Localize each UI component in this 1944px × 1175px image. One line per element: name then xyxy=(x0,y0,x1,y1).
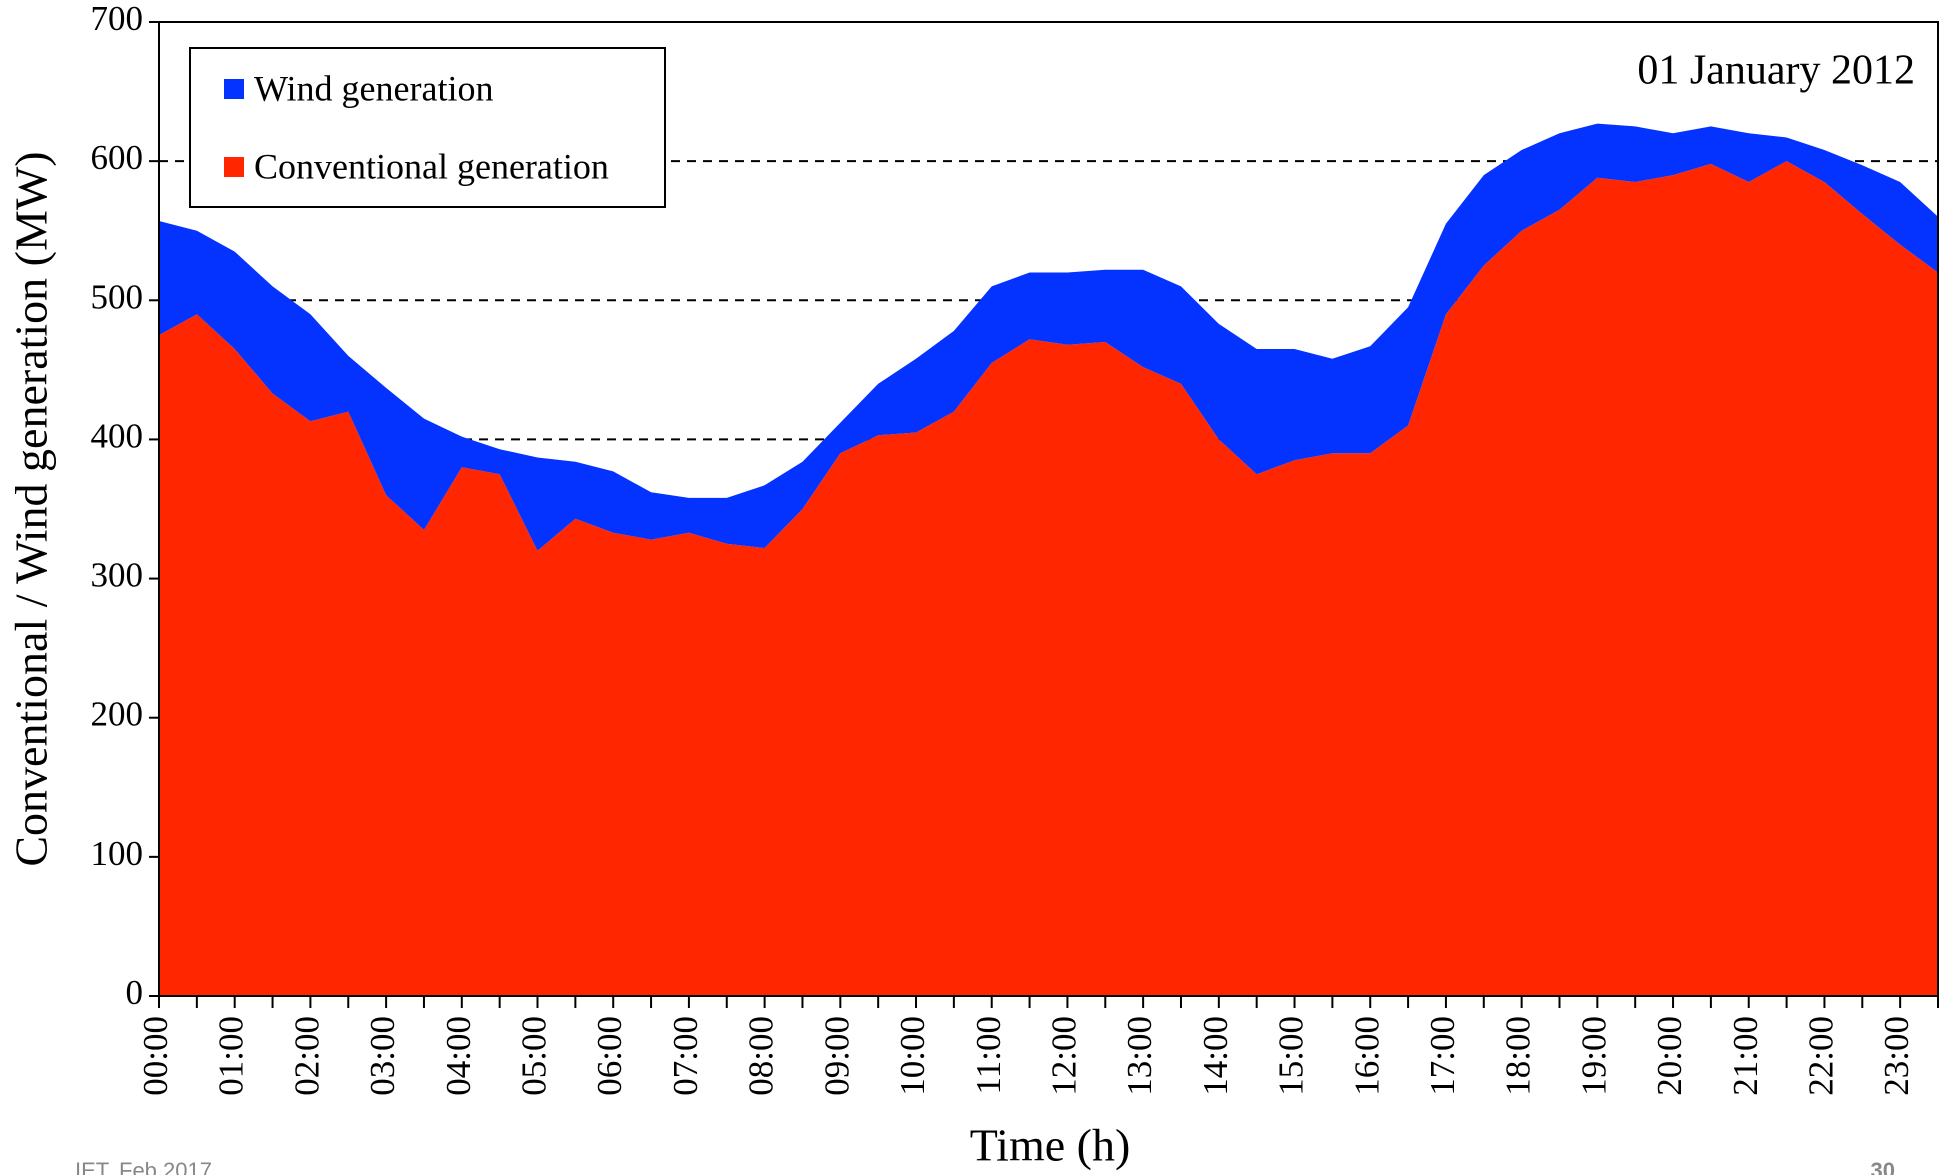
y-axis-title: Conventional / Wind generation (MW) xyxy=(6,151,57,866)
x-tick-label: 16:00 xyxy=(1347,1016,1386,1096)
areas xyxy=(159,123,1938,997)
page-number: 30 xyxy=(1871,1158,1895,1175)
x-tick-label: 07:00 xyxy=(666,1016,705,1096)
annotation: 01 January 2012 xyxy=(1637,48,1915,94)
x-tick-label: 02:00 xyxy=(287,1016,326,1096)
x-tick-label: 08:00 xyxy=(742,1016,781,1096)
legend-swatch xyxy=(224,157,244,177)
x-tick-label: 05:00 xyxy=(515,1016,554,1096)
y-tick-label: 200 xyxy=(91,695,144,734)
x-tick-label: 03:00 xyxy=(363,1016,402,1096)
y-tick-label: 300 xyxy=(91,556,144,595)
x-tick-label: 12:00 xyxy=(1044,1016,1083,1096)
legend-box xyxy=(189,47,666,208)
y-tick-label: 0 xyxy=(126,973,144,1012)
x-tick-label: 04:00 xyxy=(439,1016,478,1096)
x-tick-label: 01:00 xyxy=(212,1016,251,1096)
y-tick-label: 500 xyxy=(91,277,144,316)
area-1 xyxy=(159,123,1938,551)
x-tick-label: 10:00 xyxy=(893,1016,932,1096)
x-tick-label: 20:00 xyxy=(1650,1016,1689,1096)
x-axis-title: Time (h) xyxy=(970,1120,1131,1171)
x-tick-label: 19:00 xyxy=(1574,1016,1613,1096)
x-tick-label: 11:00 xyxy=(969,1016,1008,1094)
axes: 0 100 200 300 400 500 600 700 00:00 01:00 02:00 03:… xyxy=(91,0,1939,1096)
x-tick-label: 15:00 xyxy=(1272,1016,1311,1096)
legend-label: Conventional generation xyxy=(254,146,609,186)
plot-frame xyxy=(158,21,1939,997)
footer-text: IET, Feb 2017 xyxy=(75,1158,212,1175)
x-tick-label: 18:00 xyxy=(1499,1016,1538,1096)
area-0 xyxy=(159,161,1938,997)
y-tick-label: 400 xyxy=(91,416,144,455)
x-tick-label: 00:00 xyxy=(136,1016,175,1096)
x-tick-label: 13:00 xyxy=(1120,1016,1159,1096)
x-tick-label: 23:00 xyxy=(1877,1016,1916,1096)
y-tick-label: 700 xyxy=(91,0,144,38)
legend-label: Wind generation xyxy=(254,68,493,108)
x-tick-label: 22:00 xyxy=(1801,1016,1840,1096)
legend: Wind generation Conventional generation xyxy=(189,47,666,208)
legend-swatch xyxy=(224,79,244,99)
x-tick-label: 14:00 xyxy=(1196,1016,1235,1096)
x-tick-label: 06:00 xyxy=(590,1016,629,1096)
x-tick-label: 21:00 xyxy=(1726,1016,1765,1096)
x-tick-label: 17:00 xyxy=(1423,1016,1462,1096)
x-tick-label: 09:00 xyxy=(817,1016,856,1096)
y-tick-label: 600 xyxy=(91,138,144,177)
y-tick-label: 100 xyxy=(91,834,144,873)
